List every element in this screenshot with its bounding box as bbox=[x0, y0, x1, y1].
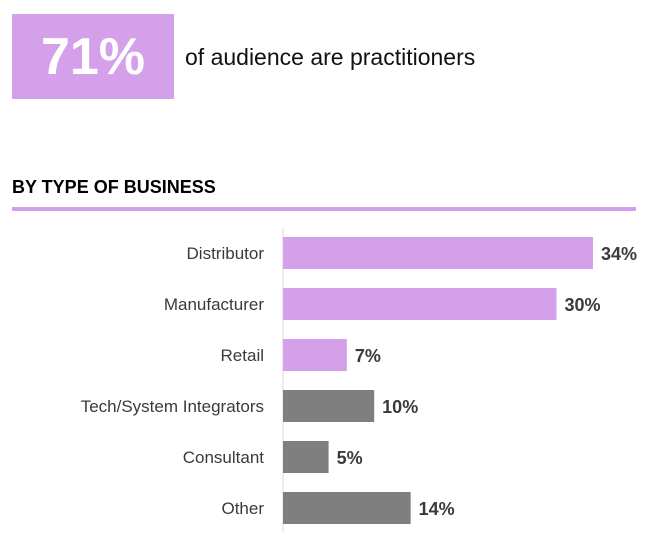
bar-tech-system-integrators bbox=[283, 390, 375, 422]
headline-stat-box: 71% bbox=[12, 14, 174, 99]
business-type-bar-chart: Distributor 34% Manufacturer 30% Retail 7% Tec… bbox=[81, 228, 637, 532]
category-label: Manufacturer bbox=[164, 295, 264, 314]
section-divider bbox=[12, 207, 636, 211]
bar-retail bbox=[283, 339, 347, 371]
bar-value-label: 14% bbox=[419, 499, 455, 519]
headline-stat-caption: of audience are practitioners bbox=[185, 44, 476, 70]
bar-value-label: 5% bbox=[337, 448, 363, 468]
category-label: Consultant bbox=[183, 448, 265, 467]
bar-manufacturer bbox=[283, 288, 557, 320]
bar-distributor bbox=[283, 237, 593, 269]
bar-value-label: 34% bbox=[601, 244, 637, 264]
bar-value-label: 10% bbox=[382, 397, 418, 417]
bar-consultant bbox=[283, 441, 329, 473]
bar-value-label: 30% bbox=[565, 295, 601, 315]
bar-value-label: 7% bbox=[355, 346, 381, 366]
headline-stat-value: 71% bbox=[40, 27, 146, 86]
category-label: Other bbox=[221, 499, 264, 518]
section-title: BY TYPE OF BUSINESS bbox=[12, 177, 216, 197]
category-label: Tech/System Integrators bbox=[81, 397, 264, 416]
category-label: Retail bbox=[221, 346, 264, 365]
bar-other bbox=[283, 492, 411, 524]
category-label: Distributor bbox=[187, 244, 265, 263]
